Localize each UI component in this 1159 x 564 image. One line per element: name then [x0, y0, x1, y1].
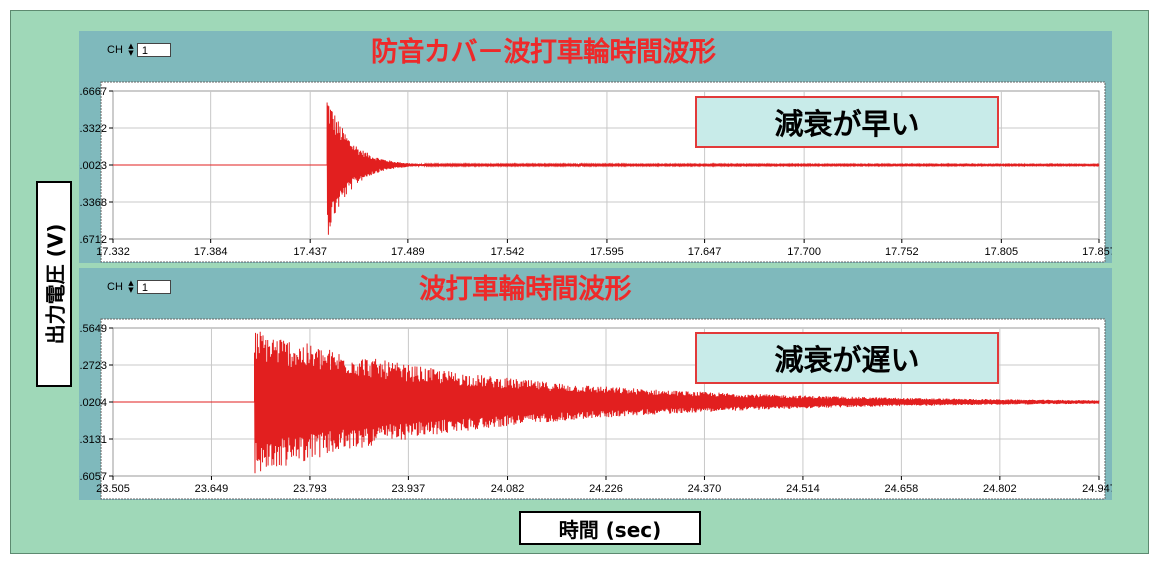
- y-tick-label: -0.3368: [79, 197, 107, 209]
- y-tick-label: 0.2723: [79, 360, 107, 372]
- chart-title-top: 防音カバ－波打車輪時間波形: [371, 37, 716, 68]
- x-tick-label: 17.857: [1082, 246, 1112, 258]
- channel-spinner-icon[interactable]: ▲ ▼: [128, 279, 134, 294]
- x-tick-label: 17.752: [885, 246, 919, 258]
- channel-spinner-icon[interactable]: ▲ ▼: [128, 42, 134, 57]
- x-axis-label: 時間 (sec): [558, 517, 662, 542]
- y-tick-label: 0.6667: [79, 86, 107, 98]
- chart-panel-top: CH ▲ ▼ 1 防音カバ－波打車輪時間波形 17.332 17.384 17.437…: [79, 31, 1112, 263]
- plot-area-top: 17.332 17.384 17.437 17.489 17.542 17.595 17.6…: [79, 81, 1112, 263]
- signal-waveform: [113, 102, 1100, 235]
- y-tick-label: 0.3322: [79, 123, 107, 135]
- y-tick-label: -0.0023: [79, 160, 107, 172]
- figure-background: 出力電圧 (V) CH ▲ ▼ 1 防音カバ－波打車輪時間波形 17.332 17.…: [10, 10, 1149, 554]
- y-tick-label: -0.0204: [79, 397, 107, 409]
- chart-title-bottom: 波打車輪時間波形: [419, 274, 632, 305]
- x-tick-label: 17.805: [985, 246, 1019, 258]
- signal-waveform: [113, 331, 1100, 474]
- y-axis-label-box: 出力電圧 (V): [36, 181, 72, 387]
- chart-panel-bottom: CH ▲ ▼ 1 波打車輪時間波形 23.505 23.649 23.793 23.93…: [79, 268, 1112, 500]
- channel-input[interactable]: 1: [136, 43, 171, 57]
- y-axis-label: 出力電圧 (V): [43, 223, 68, 345]
- x-tick-label: 24.514: [786, 483, 820, 495]
- x-tick-label: 23.505: [96, 483, 130, 495]
- channel-input[interactable]: 1: [136, 280, 171, 294]
- channel-control-top: CH ▲ ▼ 1: [107, 41, 171, 59]
- x-tick-label: 17.542: [491, 246, 525, 258]
- x-tick-label: 24.947: [1082, 483, 1112, 495]
- plot-area-bottom: 23.505 23.649 23.793 23.937 24.082 24.226 24.3…: [79, 318, 1112, 500]
- x-tick-label: 17.437: [293, 246, 327, 258]
- x-tick-label: 17.595: [590, 246, 624, 258]
- callout-fast-decay: 減衰が早い: [695, 96, 999, 148]
- x-tick-label: 23.649: [195, 483, 229, 495]
- x-tick-label: 17.332: [96, 246, 130, 258]
- x-tick-label: 17.489: [391, 246, 425, 258]
- x-tick-label: 23.937: [392, 483, 426, 495]
- x-axis-label-box: 時間 (sec): [519, 511, 701, 545]
- channel-control-bottom: CH ▲ ▼ 1: [107, 278, 171, 296]
- x-tick-label: 17.384: [194, 246, 228, 258]
- x-tick-label: 17.700: [787, 246, 821, 258]
- x-tick-label: 24.082: [491, 483, 525, 495]
- x-tick-label: 17.647: [688, 246, 722, 258]
- x-tick-label: 23.793: [293, 483, 327, 495]
- x-tick-label: 24.370: [688, 483, 722, 495]
- channel-label: CH: [107, 281, 123, 293]
- y-tick-label: 0.5649: [79, 323, 107, 335]
- y-tick-label: -0.6057: [79, 471, 107, 483]
- x-tick-label: 24.658: [885, 483, 919, 495]
- y-tick-label: -0.3131: [79, 434, 107, 446]
- y-tick-label: -0.6712: [79, 234, 107, 246]
- x-tick-label: 24.802: [983, 483, 1017, 495]
- x-tick-label: 24.226: [589, 483, 623, 495]
- channel-label: CH: [107, 44, 123, 56]
- callout-slow-decay: 減衰が遅い: [695, 332, 999, 384]
